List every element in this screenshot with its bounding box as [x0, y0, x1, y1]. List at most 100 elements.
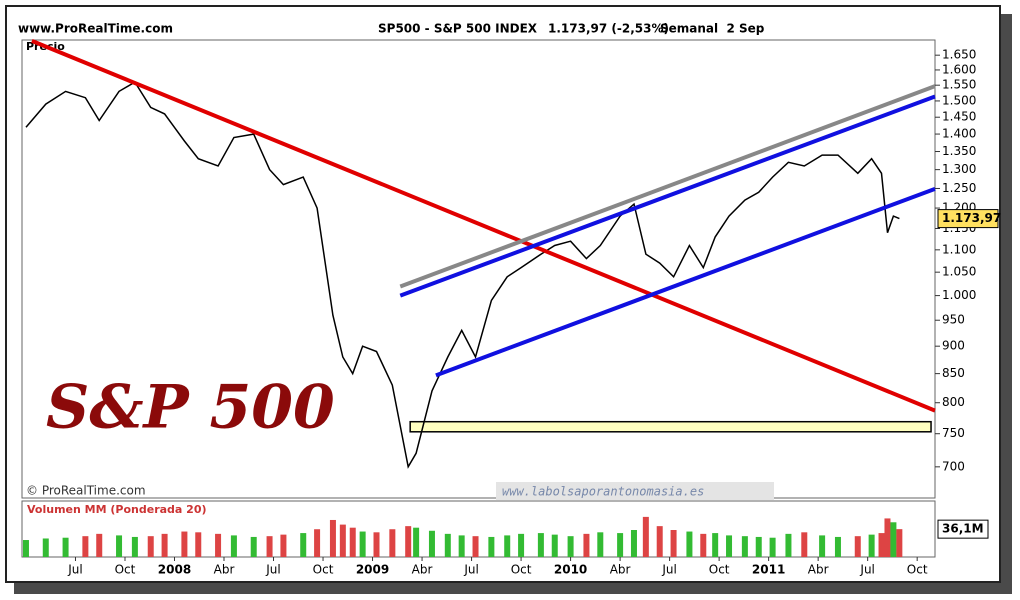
y-tick-label: 1.550: [942, 78, 976, 92]
volume-bar: [567, 536, 574, 557]
volume-bar: [686, 531, 693, 557]
volume-bar: [504, 535, 511, 557]
volume-bar: [359, 531, 366, 557]
volume-bar: [181, 531, 188, 557]
volume-bar: [349, 527, 356, 557]
y-tick-label: 1.300: [942, 162, 976, 176]
y-tick-label: 1.500: [942, 93, 976, 107]
copyright: © ProRealTime.com: [26, 484, 146, 498]
x-tick-label: Abr: [412, 563, 433, 577]
chart-title: S&P 500: [46, 373, 335, 443]
volume-bar: [537, 533, 544, 557]
volume-bar: [116, 535, 123, 557]
quote: 1.173,97 (-2,53%): [548, 22, 669, 36]
x-tick-label: 2010: [554, 563, 587, 577]
volume-label: Volumen MM (Ponderada 20): [27, 503, 207, 516]
trend-line: [399, 94, 936, 298]
volume-bar: [741, 536, 748, 557]
volume-tag: [937, 519, 989, 539]
y-tick-label: 900: [942, 339, 965, 353]
trend-line: [435, 186, 936, 378]
site: www.ProRealTime.com: [18, 22, 173, 36]
volume-bar: [726, 535, 733, 557]
y-tick-label: 1.400: [942, 127, 976, 141]
volume-bar: [147, 536, 154, 557]
y-tick-label: 1.650: [942, 48, 976, 62]
price-tag-label: 1.173,97: [942, 211, 1001, 225]
volume-bar: [405, 526, 412, 557]
trend-line: [31, 38, 936, 413]
volume-bar: [656, 526, 663, 557]
volume-bar: [444, 533, 451, 557]
volume-bar: [280, 534, 287, 557]
volume-bar: [458, 535, 465, 557]
volume-bar: [215, 533, 222, 557]
x-tick-label: Jul: [661, 563, 676, 577]
volume-bar: [834, 536, 841, 557]
y-tick-label: 800: [942, 395, 965, 409]
volume-bar: [373, 532, 380, 557]
volume-bar: [230, 535, 237, 557]
x-tick-label: Abr: [610, 563, 631, 577]
volume-bar: [62, 537, 69, 557]
volume-bar: [868, 534, 875, 557]
volume-bar: [884, 518, 891, 557]
volume-bar: [413, 527, 420, 557]
volume-bar: [583, 533, 590, 557]
volume-bar: [890, 522, 897, 557]
volume-bar: [472, 536, 479, 557]
x-tick-label: Oct: [313, 563, 334, 577]
x-tick-label: 2008: [158, 563, 191, 577]
volume-bar: [488, 536, 495, 557]
volume-bar: [42, 538, 49, 557]
x-tick-label: Jul: [67, 563, 82, 577]
volume-bar: [785, 533, 792, 557]
volume-bar: [551, 534, 558, 557]
volume-bar: [630, 530, 637, 557]
volume-bar: [266, 536, 273, 557]
volume-bar: [597, 532, 604, 557]
watermark: www.labolsaporantonomasia.es: [502, 485, 704, 499]
volume-tag-label: 36,1M: [942, 522, 984, 536]
volume-bar: [195, 532, 202, 557]
y-tick-label: 1.600: [942, 62, 976, 76]
volume-bar: [131, 536, 138, 557]
price-line: [25, 81, 900, 469]
y-tick-label: 1.250: [942, 181, 976, 195]
x-tick-label: Oct: [115, 563, 136, 577]
volume-bar: [250, 536, 257, 557]
volume-bar: [22, 540, 29, 557]
y-tick-label: 1.000: [942, 288, 976, 302]
volume-bar: [300, 533, 307, 557]
y-tick-label: 850: [942, 366, 965, 380]
x-tick-label: Abr: [808, 563, 829, 577]
x-tick-label: Jul: [859, 563, 874, 577]
y-tick-label: 1.050: [942, 265, 976, 279]
volume-bar: [314, 529, 321, 557]
x-tick-label: Oct: [511, 563, 532, 577]
y-tick-label: 1.100: [942, 242, 976, 256]
watermark-bg: [496, 482, 774, 500]
instrument: SP500 - S&P 500 INDEX: [378, 22, 538, 36]
y-tick-label: 700: [942, 459, 965, 473]
volume-bar: [82, 536, 89, 557]
volume-bar: [854, 536, 861, 557]
volume-bar: [755, 536, 762, 557]
x-tick-label: 2011: [752, 563, 785, 577]
volume-bar: [700, 533, 707, 557]
period: Semanal 2 Sep: [660, 22, 765, 36]
x-tick-label: Oct: [709, 563, 730, 577]
volume-bar: [518, 533, 525, 557]
volume-bar: [769, 537, 776, 557]
volume-bar: [389, 529, 396, 557]
y-tick-label: 1.450: [942, 110, 976, 124]
volume-bar: [329, 519, 336, 557]
volume-bar: [428, 530, 435, 557]
volume-bar: [819, 535, 826, 557]
y-tick-label: 750: [942, 426, 965, 440]
x-tick-label: 2009: [356, 563, 389, 577]
y-tick-label: 950: [942, 313, 965, 327]
volume-bar: [896, 529, 903, 557]
